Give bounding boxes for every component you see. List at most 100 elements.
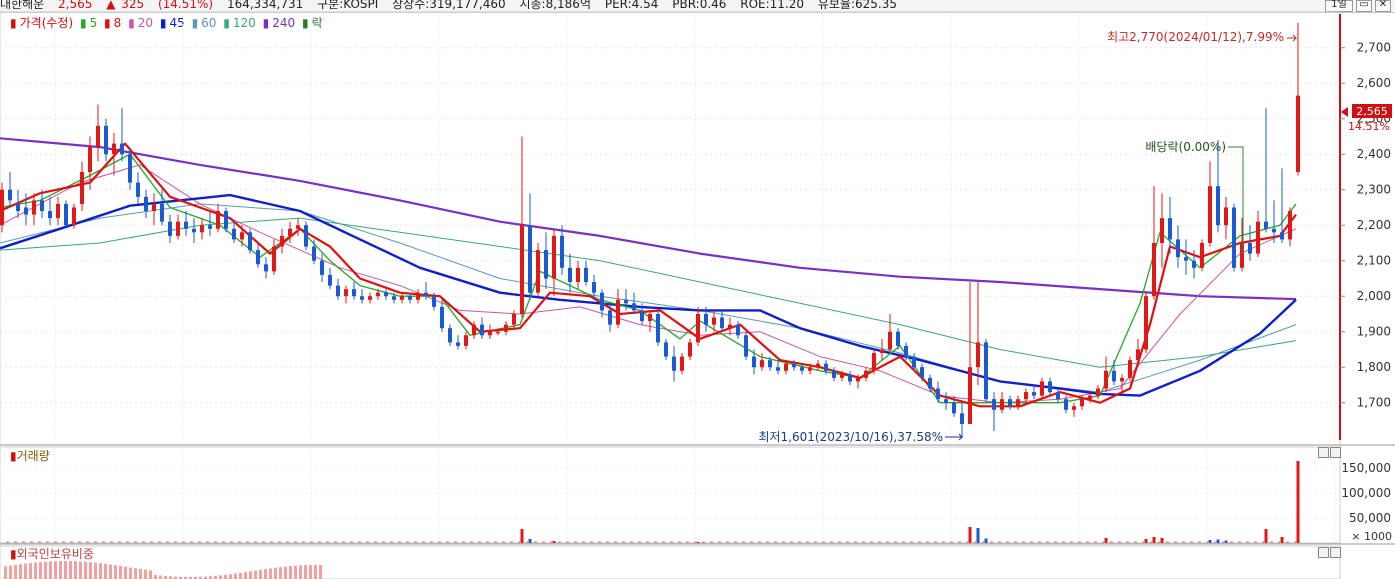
candle-body	[576, 267, 580, 283]
foreign-marker-icon: ▮	[10, 547, 17, 561]
volume-bar-minor	[198, 541, 201, 543]
volume-bar-minor	[1166, 541, 1169, 543]
candle-body	[976, 342, 980, 368]
volume-bar-minor	[998, 541, 1001, 543]
volume-bar-minor	[94, 541, 97, 543]
foreign-bar	[279, 567, 282, 579]
volume-bar-minor	[558, 541, 561, 543]
volume-marker-icon: ▮	[10, 449, 17, 463]
foreign-panel-close-icon[interactable]	[1330, 547, 1341, 558]
volume-bar-minor	[878, 541, 881, 543]
candle-body	[800, 367, 804, 371]
candle-body	[96, 125, 100, 148]
legend-ma60[interactable]: 60	[201, 16, 217, 30]
y-tick-label: 2,000	[1357, 289, 1391, 303]
candle-body	[240, 232, 244, 240]
ma240-marker-icon: ▮	[262, 16, 270, 30]
legend-ma120[interactable]: 120	[232, 16, 256, 30]
candle-body	[928, 377, 932, 389]
volume-bar-minor	[542, 541, 545, 543]
legend-ma5[interactable]: 5	[89, 16, 98, 30]
volume-bar-minor	[1286, 541, 1289, 543]
volume-bar-minor	[822, 541, 825, 543]
candle-body	[24, 207, 28, 215]
candle-body	[952, 402, 956, 414]
candle-body	[472, 324, 476, 336]
volume-bar-minor	[230, 541, 233, 543]
volume-bar-minor	[430, 541, 433, 543]
volume-bar-minor	[662, 541, 665, 543]
volume-bar	[1152, 537, 1156, 543]
legend-rak[interactable]: 락	[311, 16, 323, 30]
roe-value: ROE:11.20	[740, 0, 805, 11]
candle-body	[512, 313, 516, 325]
candle-body	[984, 342, 988, 400]
foreign-panel-minimize-icon[interactable]	[1318, 547, 1329, 558]
candle-body	[352, 289, 356, 297]
volume-bar-minor	[1062, 541, 1065, 543]
volume-bar-minor	[622, 541, 625, 543]
foreign-bar	[244, 572, 247, 579]
foreign-bar	[14, 564, 17, 579]
candle-body	[216, 211, 220, 229]
legend-ma8[interactable]: 8	[113, 16, 122, 30]
volume-bar	[984, 538, 988, 543]
high-arrow-icon	[1287, 34, 1298, 42]
volume-panel-label[interactable]: ▮거래량	[10, 447, 50, 464]
candle-body	[280, 235, 284, 247]
minimize-icon[interactable]: ▭	[1356, 0, 1372, 12]
volume-bar	[1216, 539, 1220, 543]
candle-body	[288, 228, 292, 236]
volume-bar-minor	[1126, 541, 1129, 543]
foreign-bar	[259, 569, 262, 579]
volume-bar-minor	[38, 541, 41, 543]
candle-body	[552, 235, 556, 279]
stock-name[interactable]: 대한해운	[0, 0, 45, 11]
volume-bar-minor	[1110, 541, 1113, 543]
low-arrow-icon	[945, 433, 964, 441]
volume-bar-minor	[646, 541, 649, 543]
candle-body	[824, 363, 828, 371]
volume-panel-close-icon[interactable]	[1330, 447, 1341, 458]
foreign-bar	[19, 564, 22, 579]
volume-bar-minor	[574, 541, 577, 543]
volume-bar-minor	[270, 541, 273, 543]
ma8-line	[0, 142, 1297, 408]
legend-price[interactable]: 가격(수정)	[19, 16, 74, 30]
candle-body	[640, 310, 644, 322]
candle-body	[776, 367, 780, 371]
foreign-bar	[229, 574, 232, 579]
candle-body	[1040, 381, 1044, 396]
candle-body	[1144, 296, 1148, 350]
candle-body	[648, 313, 652, 322]
volume-bar-minor	[190, 541, 193, 543]
volume-bar-minor	[278, 541, 281, 543]
legend-ma20[interactable]: 20	[137, 16, 154, 30]
foreign-bar	[74, 561, 77, 579]
foreign-bar	[49, 561, 52, 579]
foreign-bar	[54, 561, 57, 579]
listed-shares: 상장수:319,177,460	[392, 0, 506, 11]
close-icon[interactable]: ✕	[1375, 0, 1391, 12]
volume-bar-minor	[486, 541, 489, 543]
volume-tick-label: 50,000	[1349, 511, 1391, 525]
candle-body	[176, 221, 180, 236]
candle-body	[1240, 242, 1244, 268]
volume-panel-minimize-icon[interactable]	[1318, 447, 1329, 458]
legend-ma45[interactable]: 45	[169, 16, 185, 30]
legend-ma240[interactable]: 240	[272, 16, 296, 30]
volume-bar-minor	[262, 541, 265, 543]
volume-bar	[1224, 540, 1228, 543]
volume-bar-minor	[726, 541, 729, 543]
candle-body	[904, 345, 908, 357]
candle-body	[784, 363, 788, 371]
candle-body	[1152, 242, 1156, 297]
volume-bar	[1104, 538, 1108, 543]
candle-body	[1184, 257, 1188, 261]
foreign-panel-label[interactable]: ▮외국인보유비중	[10, 545, 94, 562]
candle-body	[192, 228, 196, 233]
volume-bar-minor	[982, 541, 985, 543]
candle-body	[480, 324, 484, 336]
volume-bar-minor	[790, 541, 793, 543]
